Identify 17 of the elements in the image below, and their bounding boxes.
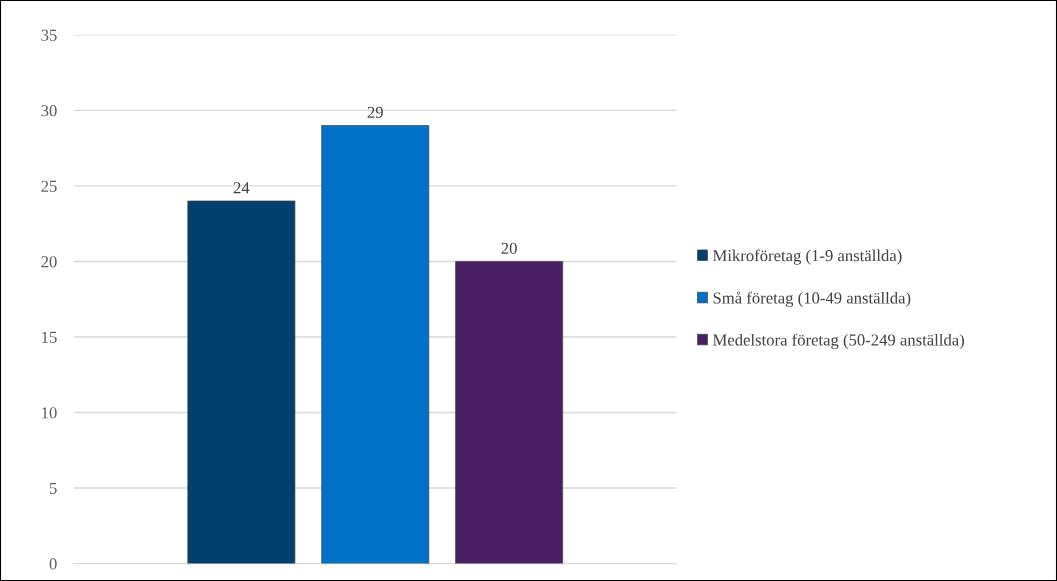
- y-tick-label: 30: [41, 105, 57, 117]
- y-tick-label: 20: [41, 256, 57, 268]
- y-tick-label: 25: [41, 180, 57, 192]
- bar: [455, 261, 564, 564]
- y-tick-label: 5: [49, 482, 57, 494]
- data-label: 20: [501, 242, 517, 254]
- legend-label: Små företag (10-49 anställda): [713, 291, 911, 308]
- legend-label: Medelstora företag (50-249 anställda): [712, 333, 964, 350]
- y-tick-label: 15: [42, 331, 57, 343]
- data-label: 29: [367, 106, 383, 118]
- y-tick-label: 0: [49, 558, 57, 570]
- bar: [187, 200, 296, 564]
- data-label: 24: [233, 182, 250, 194]
- y-tick-label: 35: [41, 29, 57, 41]
- y-tick-label: 10: [42, 407, 57, 419]
- legend-label: Mikroföretag (1-9 anställda): [712, 249, 902, 265]
- bar: [321, 125, 430, 564]
